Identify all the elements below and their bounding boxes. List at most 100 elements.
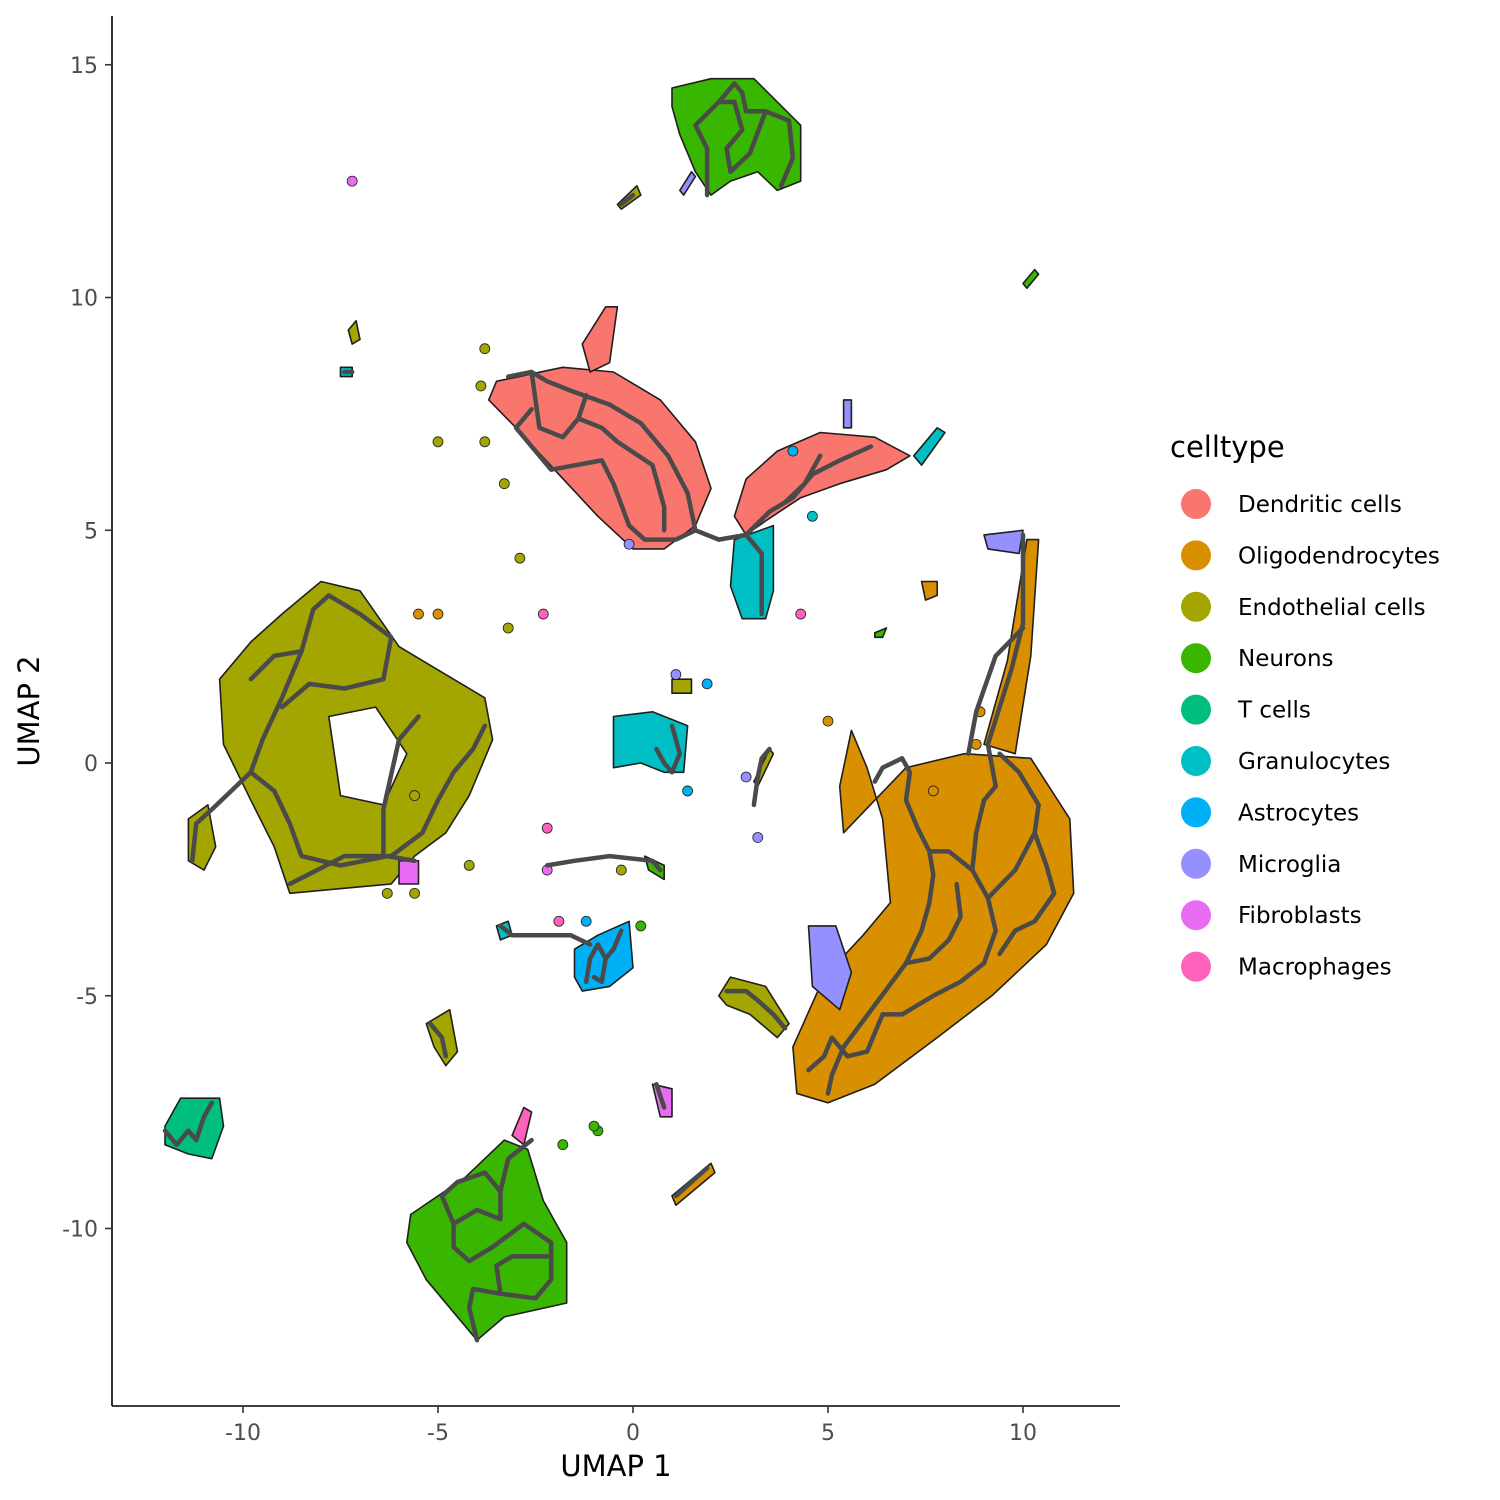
trajectory-line-28 — [880, 849, 998, 1017]
trajectory-line-11 — [693, 99, 796, 198]
y-axis-title: UMAP 2 — [12, 655, 46, 766]
x-axis-title: UMAP 1 — [560, 1449, 671, 1483]
cluster-endothelial-cells-31 — [347, 320, 361, 345]
trajectory-line-23 — [724, 988, 788, 1031]
y-tick-label-1: -5 — [76, 985, 98, 1010]
cluster-neurons-23 — [1022, 268, 1040, 289]
legend-label-macrophages: Macrophages — [1238, 955, 1392, 981]
cluster-oligodendrocytes-24 — [920, 580, 938, 601]
legend-label-astrocytes: Astrocytes — [1238, 800, 1359, 826]
point-neurons-26 — [635, 920, 647, 932]
trajectory-line-3 — [287, 723, 488, 887]
trajectory-line-4 — [381, 714, 421, 859]
legend-title: celltype — [1170, 430, 1285, 464]
point-microglia-17 — [752, 832, 764, 843]
cluster-neurons-13 — [406, 1139, 568, 1341]
point-neurons-27 — [557, 1139, 569, 1151]
legend-key-oligodendrocytes — [1181, 540, 1211, 571]
legend-key-fibroblasts — [1181, 900, 1211, 931]
legend: celltype Dendritic cells Oligodendrocytes… — [1170, 430, 1440, 982]
point-macrophages-10 — [537, 608, 549, 620]
cluster-microglia-11 — [807, 925, 853, 1011]
cluster-dendritic-cells-3 — [487, 366, 712, 550]
legend-label-endothelial-cells: Endothelial cells — [1238, 595, 1426, 621]
cluster-microglia-10 — [983, 529, 1024, 555]
y-tick-label-3: 5 — [84, 519, 98, 544]
legend-key-t-cells — [1181, 694, 1211, 725]
trajectory-line-19 — [591, 956, 608, 985]
point-endothelial-cells-19 — [381, 887, 393, 899]
point-microglia-12 — [623, 538, 635, 550]
point-endothelial-cells-9 — [502, 622, 514, 634]
point-macrophages-24 — [553, 915, 565, 927]
y-tick-label-0: -10 — [62, 1218, 98, 1243]
trajectory-line-20 — [498, 923, 593, 947]
trajectory-line-8 — [576, 416, 667, 533]
point-astrocytes-15 — [682, 785, 693, 797]
point-endothelial-cells-34 — [409, 790, 421, 801]
cluster-macrophages-20 — [511, 1106, 533, 1146]
point-endothelial-cells-2 — [475, 380, 487, 392]
trajectory-line-35 — [673, 1165, 710, 1199]
point-macrophages-21 — [541, 822, 553, 834]
trajectory-line-0 — [190, 593, 394, 864]
trajectory-line-36 — [619, 192, 636, 207]
point-endothelial-cells-4 — [479, 436, 491, 448]
legend-key-dendritic-cells — [1181, 489, 1211, 519]
trajectory-line-30 — [997, 830, 1057, 957]
trajectory-line-25 — [654, 1081, 667, 1110]
point-astrocytes-25 — [580, 915, 592, 927]
trajectory-line-16 — [162, 1100, 215, 1147]
points-layer — [346, 175, 986, 1151]
point-endothelial-cells-5 — [498, 478, 510, 490]
cluster-oligodendrocytes-9 — [983, 538, 1040, 755]
trajectory-line-22 — [751, 746, 772, 808]
cluster-endothelial-cells-32 — [671, 678, 693, 694]
trajectory-line-7 — [513, 406, 698, 542]
cluster-microglia-29 — [842, 399, 853, 429]
point-oligodendrocytes-33 — [822, 715, 834, 727]
x-tick-label-1: -5 — [427, 1421, 449, 1446]
cluster-microglia-28 — [679, 171, 697, 196]
y-tick-label-2: 0 — [84, 752, 98, 777]
y-tick-label-4: 10 — [70, 287, 98, 312]
trajectory-line-34 — [966, 625, 1026, 756]
legend-label-oligodendrocytes: Oligodendrocytes — [1238, 543, 1440, 569]
x-tick-label-2: 0 — [626, 1421, 640, 1446]
trajectory-line-5 — [505, 369, 764, 617]
legend-key-endothelial-cells — [1181, 591, 1211, 622]
point-oligodendrocytes-30 — [927, 785, 939, 797]
cluster-neurons-25 — [874, 627, 888, 639]
point-granulocytes-36 — [807, 510, 818, 522]
cluster-endothelial-cells-17 — [718, 976, 790, 1039]
x-tick-label-4: 10 — [1009, 1421, 1037, 1446]
legend-label-dendritic-cells: Dendritic cells — [1238, 492, 1402, 518]
trajectory-line-1 — [248, 649, 304, 682]
trajectory-layer — [162, 81, 1057, 1343]
legend-key-macrophages — [1181, 951, 1211, 982]
legend-label-fibroblasts: Fibroblasts — [1238, 903, 1362, 929]
trajectory-line-12 — [716, 81, 768, 114]
legend-label-granulocytes: Granulocytes — [1238, 749, 1390, 775]
trajectory-line-15 — [494, 1254, 550, 1296]
trajectory-line-33 — [903, 881, 963, 966]
legend-entries: Dendritic cells Oligodendrocytes Endotheli… — [1181, 489, 1440, 982]
cluster-dendritic-cells-4 — [581, 306, 619, 373]
legend-key-neurons — [1181, 643, 1211, 674]
y-tick-label-5: 15 — [70, 54, 98, 79]
cluster-oligodendrocytes-8 — [792, 729, 1075, 1104]
point-microglia-13 — [670, 669, 682, 680]
legend-label-t-cells: T cells — [1237, 698, 1311, 724]
trajectory-line-29 — [985, 751, 1041, 901]
point-fibroblasts-0 — [346, 175, 358, 187]
point-endothelial-cells-23 — [615, 864, 627, 876]
point-macrophages-11 — [795, 608, 807, 620]
legend-key-microglia — [1181, 848, 1211, 879]
x-axis-ticks: -10 -5 0 5 10 — [225, 1406, 1037, 1446]
point-oligodendrocytes-7 — [413, 608, 424, 620]
y-axis-ticks: -10 -5 0 5 10 15 — [62, 54, 112, 1243]
trajectory-line-31 — [970, 532, 1026, 873]
cluster-dendritic-cells-5 — [733, 431, 911, 536]
point-endothelial-cells-3 — [432, 436, 444, 448]
